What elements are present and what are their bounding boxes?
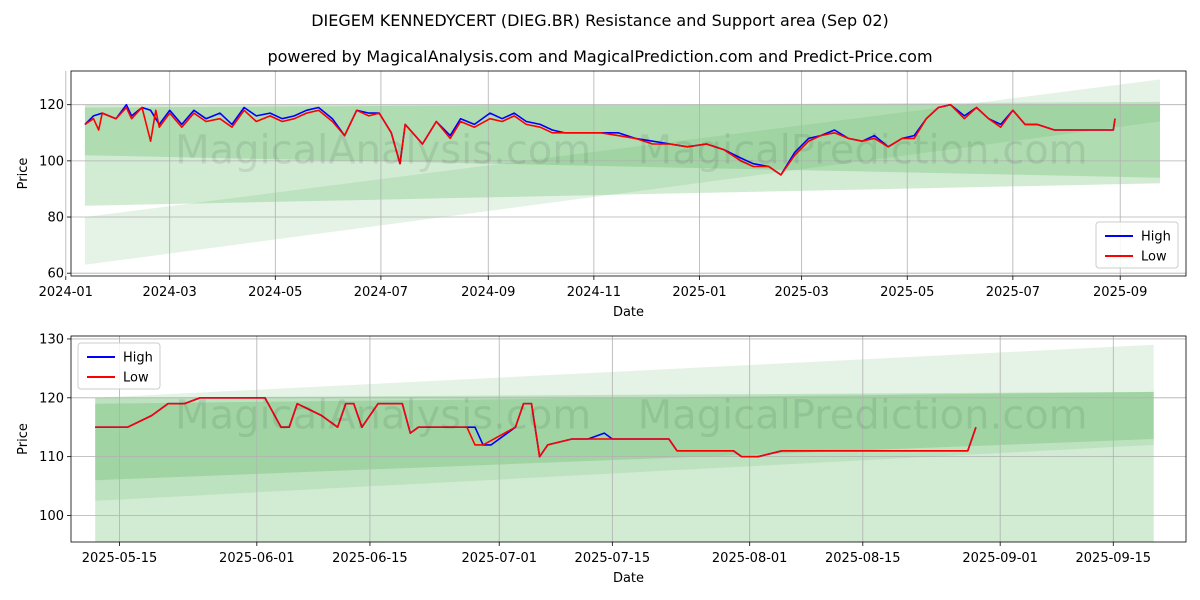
y-tick-label: 80	[47, 211, 64, 226]
legend-label-high: High	[123, 351, 153, 366]
legend: High Low	[77, 342, 161, 390]
y-axis-label: Price	[16, 423, 31, 455]
x-tick-label: 2024-09	[461, 285, 515, 300]
y-tick-label: 130	[39, 332, 64, 347]
x-tick-label: 2025-08-01	[712, 551, 788, 566]
watermark-analysis: MagicalAnalysis.com	[175, 393, 591, 439]
x-axis-label: Date	[613, 305, 644, 320]
y-tick-label: 100	[39, 509, 64, 524]
series-group	[95, 397, 977, 458]
legend: High Low	[1095, 221, 1179, 269]
plot-frame	[70, 70, 1187, 277]
plot-frame	[70, 335, 1187, 543]
x-tick-label: 2025-09-01	[962, 551, 1038, 566]
watermark-analysis: MagicalAnalysis.com	[175, 127, 591, 173]
y-tick-label: 60	[47, 267, 64, 282]
x-tick-label: 2024-05	[248, 285, 302, 300]
support-resistance-band-0	[84, 104, 1160, 206]
y-tick-label: 120	[39, 391, 64, 406]
chart-title: DIEGEM KENNEDYCERT (DIEG.BR) Resistance …	[311, 11, 889, 30]
support-resistance-band-0	[95, 391, 1154, 542]
support-resistance-band-2	[84, 101, 1160, 178]
legend-label-low: Low	[123, 371, 149, 386]
watermark-prediction: MagicalPrediction.com	[638, 393, 1088, 439]
y-tick-label: 120	[39, 98, 64, 113]
x-tick-label: 2025-06-15	[332, 551, 408, 566]
legend-label-low: Low	[1141, 250, 1167, 265]
x-tick-label: 2025-08-15	[825, 551, 901, 566]
x-tick-label: 2025-03	[774, 285, 828, 300]
series-line-low	[95, 397, 977, 458]
watermark-prediction: MagicalPrediction.com	[638, 127, 1088, 173]
x-tick-label: 2025-05	[880, 285, 934, 300]
support-resistance-band-2	[95, 344, 1154, 501]
y-axis-label: Price	[16, 158, 31, 190]
chart-subtitle: powered by MagicalAnalysis.com and Magic…	[267, 47, 932, 66]
series-line-low	[84, 103, 1116, 176]
x-tick-label: 2024-11	[567, 285, 621, 300]
x-tick-label: 2025-09	[1093, 285, 1147, 300]
x-tick-label: 2025-07-01	[461, 551, 537, 566]
x-tick-label: 2024-07	[354, 285, 408, 300]
top-panel: 2024-01 2024-03 2024-05 2024-07 2024-09 2024-…	[16, 70, 1187, 320]
support-resistance-band-1	[95, 391, 1154, 481]
bottom-panel: 2025-05-15 2025-06-01 2025-06-15 2025-07-01…	[16, 332, 1187, 586]
x-tick-label: 2025-07	[986, 285, 1040, 300]
x-tick-label: 2025-05-15	[82, 551, 158, 566]
x-axis-label: Date	[613, 571, 644, 586]
x-tick-label: 2024-03	[143, 285, 197, 300]
band-group	[95, 344, 1154, 542]
band-group	[84, 79, 1160, 265]
x-tick-label: 2025-07-15	[575, 551, 651, 566]
y-tick-label: 100	[39, 154, 64, 169]
x-tick-label: 2025-09-15	[1076, 551, 1152, 566]
x-tick-label: 2025-06-01	[219, 551, 295, 566]
legend-label-high: High	[1141, 230, 1171, 245]
y-tick-label: 110	[39, 450, 64, 465]
support-resistance-band-1	[84, 79, 1160, 265]
x-tick-label: 2024-01	[39, 285, 93, 300]
x-tick-label: 2025-01	[672, 285, 726, 300]
series-group	[84, 103, 1116, 176]
